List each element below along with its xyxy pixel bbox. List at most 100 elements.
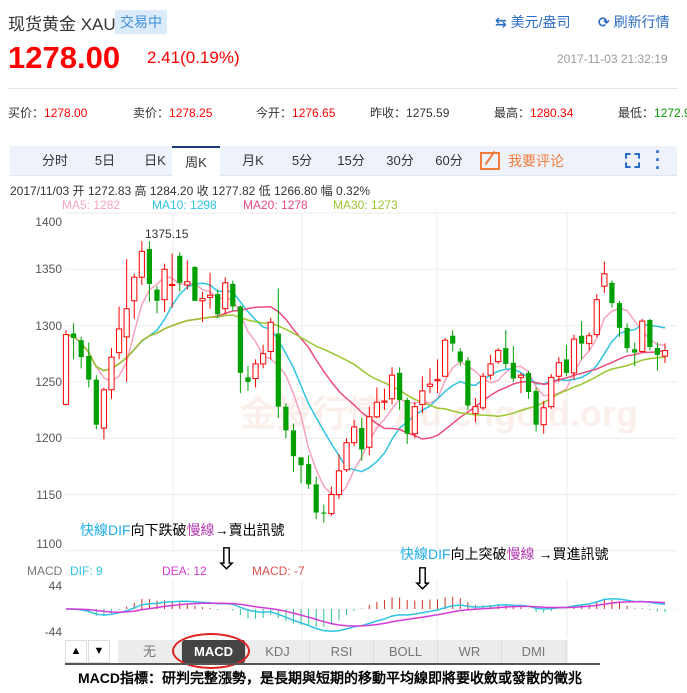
tab-日K[interactable]: 日K: [144, 153, 166, 168]
stat-value: 1278.00: [44, 106, 88, 120]
stat-item: 卖价：1278.25: [133, 104, 212, 121]
refresh-icon: ⟳: [598, 14, 610, 30]
annotation-part: 快線DIF: [80, 522, 131, 538]
ma10-line: [65, 282, 666, 473]
candle-body: [533, 390, 539, 425]
annotation-part: →賣出訊號: [214, 522, 285, 538]
candle-body: [86, 356, 92, 380]
scroll-up-button[interactable]: ▲: [65, 640, 87, 663]
candle-body: [540, 407, 547, 426]
candle-body: [290, 430, 297, 457]
candle-body: [548, 376, 555, 408]
candle-body: [192, 267, 198, 301]
indicator-tab-WR[interactable]: WR: [438, 640, 502, 663]
y-tick-label: 1250: [35, 374, 62, 389]
candle-body: [525, 372, 532, 393]
tab-15分[interactable]: 15分: [337, 153, 365, 168]
stat-value: 1276.65: [292, 106, 336, 120]
candle-body: [335, 470, 343, 496]
divider: [65, 663, 600, 665]
indicator-tab-DMI[interactable]: DMI: [502, 640, 566, 663]
stat-label: 昨收：: [370, 106, 407, 120]
ma30-line: [65, 314, 666, 418]
y-tick-label: 1200: [35, 431, 62, 446]
annotation-part: 快線DIF: [400, 546, 451, 562]
candle-body: [465, 360, 471, 406]
candle-body: [555, 362, 562, 377]
instrument-title: 现货黄金 XAU: [8, 15, 116, 34]
stat-value: 1272.90: [654, 106, 687, 120]
indicator-tab-KDJ[interactable]: KDJ: [246, 640, 310, 663]
candle-body: [479, 375, 487, 409]
candle-body: [184, 281, 191, 286]
stat-label: 买价：: [8, 106, 45, 120]
candle-body: [298, 457, 304, 466]
candle-body: [563, 359, 570, 373]
candle-body: [487, 363, 494, 376]
candle-body: [632, 349, 638, 353]
candle-body: [434, 379, 441, 382]
candle-body: [616, 303, 623, 328]
stat-item: 最低：1272.90: [618, 104, 687, 121]
stat-label: 最高：: [494, 106, 531, 120]
tab-月K[interactable]: 月K: [242, 153, 264, 168]
candle-body: [161, 268, 168, 301]
macd-y-tick-label: 44: [48, 579, 62, 593]
dea-line: [66, 600, 666, 627]
indicator-tab-RSI[interactable]: RSI: [310, 640, 374, 663]
scroll-down-button[interactable]: ▼: [88, 640, 110, 663]
candle-body: [215, 294, 221, 315]
refresh-button[interactable]: ⟳ 刷新行情: [598, 12, 670, 32]
candle-body: [328, 494, 335, 515]
status-badge: 交易中: [115, 10, 167, 34]
candle-body: [397, 372, 403, 400]
dea-value: DEA: 12: [162, 564, 207, 578]
stat-item: 今开：1276.65: [256, 104, 335, 121]
y-tick-label: 1350: [35, 262, 62, 277]
stat-value: 1275.59: [406, 106, 450, 120]
tab-5日[interactable]: 5日: [94, 153, 116, 168]
candle-body: [404, 399, 410, 434]
candle-body: [138, 250, 145, 278]
candle-body: [419, 390, 426, 405]
stat-item: 昨收：1275.59: [370, 104, 449, 121]
edit-icon: [480, 150, 500, 170]
tab-30分[interactable]: 30分: [386, 153, 414, 168]
candle-body: [609, 282, 615, 304]
unit-button[interactable]: ⇆ 美元/盎司: [495, 12, 571, 32]
tab-分时[interactable]: 分时: [41, 153, 68, 168]
candle-body: [366, 416, 373, 448]
candle-body: [283, 406, 289, 431]
candle-body: [654, 348, 661, 355]
tab-60分[interactable]: 60分: [435, 153, 463, 168]
unit-label: 美元/盎司: [510, 14, 571, 30]
refresh-label: 刷新行情: [613, 14, 670, 30]
stat-item: 买价：1278.00: [8, 104, 87, 121]
candle-body: [108, 356, 115, 391]
stat-value: 1280.34: [530, 106, 574, 120]
candle-body: [381, 400, 388, 403]
candle-body: [624, 327, 630, 349]
candle-body: [123, 308, 130, 338]
ma5-legend: MA5: 1282: [62, 198, 121, 212]
tab-5分[interactable]: 5分: [291, 153, 313, 168]
comment-button[interactable]: 我要评论: [480, 150, 564, 171]
candle-body: [510, 362, 516, 379]
y-tick-label: 1400: [35, 215, 62, 229]
candle-body: [321, 512, 327, 514]
candle-body: [343, 442, 350, 471]
candle-body: [426, 383, 434, 387]
comment-label: 我要评论: [508, 153, 564, 169]
indicator-tab-BOLL[interactable]: BOLL: [374, 640, 438, 663]
candle-body: [661, 350, 669, 357]
highlight-ellipse: [172, 633, 250, 669]
candle-body: [578, 335, 585, 344]
candle-body: [222, 282, 229, 310]
candle-body: [206, 294, 214, 298]
candle-body: [647, 319, 653, 347]
more-icon[interactable]: · · ·: [655, 142, 661, 178]
max-price-label: 1375.15: [145, 227, 189, 241]
tab-周K[interactable]: 周K: [172, 146, 220, 177]
current-price: 1278.00: [8, 40, 121, 75]
fullscreen-icon[interactable]: [625, 153, 640, 168]
